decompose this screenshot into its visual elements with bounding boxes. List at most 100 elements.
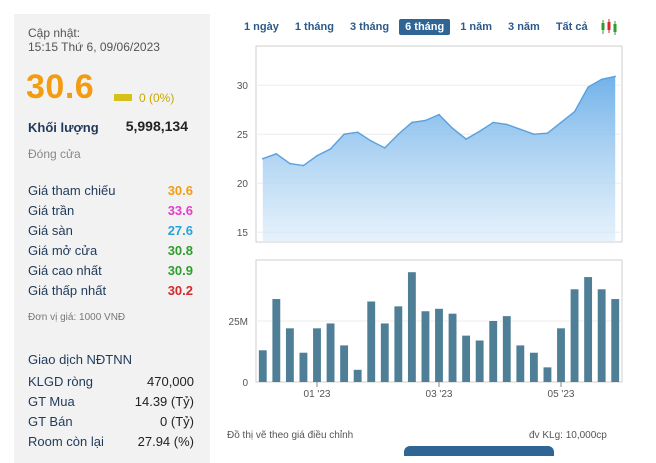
price-point: [397, 133, 400, 135]
tab-1-day[interactable]: 1 ngày: [244, 21, 279, 33]
volume-bar: [340, 345, 349, 382]
price-point: [356, 131, 359, 134]
volume-bar: [462, 335, 471, 382]
price-point: [316, 154, 318, 157]
price-row-reference: Giá tham chiếu 30.6: [28, 180, 193, 200]
volume-bar: [326, 323, 335, 382]
price-row-label: Giá sàn: [28, 222, 73, 238]
price-point: [275, 153, 278, 155]
foreign-row-value: 27.94 (%): [137, 433, 194, 449]
volume-bar: [516, 345, 525, 382]
price-point: [438, 113, 440, 116]
quote-panel: Cập nhật: 15:15 Thứ 6, 09/06/2023 30.6 0…: [14, 14, 210, 463]
foreign-row-label: KLGD ròng: [28, 373, 94, 389]
price-row-low: Giá thấp nhất 30.2: [28, 280, 193, 300]
range-tabs: 1 ngày 1 tháng 3 tháng 6 tháng 1 năm 3 n…: [238, 18, 618, 36]
volume-bar: [367, 301, 376, 382]
foreign-row-label: Room còn lại: [28, 433, 104, 449]
price-point: [533, 133, 535, 135]
market-status: Đóng cửa: [28, 147, 81, 161]
price-point: [600, 78, 603, 81]
volume-bar: [407, 272, 416, 382]
foreign-row-value: 470,000: [147, 373, 194, 389]
price-point: [261, 157, 264, 160]
foreign-row-buy-value: GT Mua 14.39 (Tỷ): [28, 391, 194, 411]
price-list: Giá tham chiếu 30.6 Giá trần 33.6 Giá sà…: [28, 180, 193, 300]
price-area: [262, 76, 616, 242]
candlestick-icon[interactable]: [600, 19, 618, 35]
x-tick-label: 05 '23: [548, 389, 575, 398]
price-tick-label: 20: [237, 179, 249, 190]
volume-bar: [557, 328, 565, 382]
price-point: [370, 140, 373, 142]
price-row-value: 30.9: [167, 262, 193, 278]
tab-1-year[interactable]: 1 năm: [460, 21, 493, 33]
price-tick-label: 15: [237, 228, 249, 239]
tab-3-months[interactable]: 3 tháng: [349, 21, 390, 33]
price-point: [560, 121, 562, 124]
price-point: [614, 75, 617, 78]
price-point: [478, 130, 481, 133]
volume-bar: [529, 352, 538, 382]
price-row-floor: Giá sàn 27.6: [28, 220, 193, 240]
price-point: [329, 148, 332, 150]
price-row-label: Giá tham chiếu: [28, 182, 116, 198]
adjusted-price-note: Đồ thị vẽ theo giá điều chỉnh: [227, 430, 354, 441]
price-point: [383, 147, 386, 149]
volume-bar: [448, 313, 457, 382]
scroll-handle[interactable]: [404, 446, 554, 456]
tab-6-months[interactable]: 6 tháng: [399, 19, 451, 35]
no-change-icon: [114, 94, 132, 101]
foreign-trading-title: Giao dịch NĐTNN: [28, 352, 133, 367]
price-tick-label: 30: [237, 81, 249, 92]
price-point: [343, 133, 345, 135]
x-tick-label: 01 '23: [304, 389, 331, 398]
volume-unit-note: đv KLg: 10,000cp: [529, 430, 607, 441]
volume-bar: [313, 328, 321, 382]
volume-bar: [394, 306, 403, 382]
volume-bar: [475, 340, 484, 382]
volume-panel: 0 25M: [229, 259, 623, 389]
price-row-label: Giá mở cửa: [28, 242, 98, 258]
volume-bar: [584, 277, 593, 382]
tab-all[interactable]: Tất cả: [555, 21, 588, 33]
price-point: [424, 119, 427, 122]
volume-bar: [543, 367, 552, 382]
volume-tick-label: 0: [242, 378, 248, 389]
price-tick-label: 25: [237, 130, 249, 141]
volume-bar: [489, 321, 498, 382]
price-row-label: Giá cao nhất: [28, 262, 102, 278]
price-row-open: Giá mở cửa 30.8: [28, 240, 193, 260]
price-point: [302, 164, 305, 167]
price-point: [451, 127, 454, 130]
price-volume-chart: 15 20 25 30 0 25M 01 '23 03 '23 05 '23: [229, 45, 623, 398]
price-point: [289, 162, 291, 165]
price-row-value: 27.6: [167, 222, 193, 238]
tab-3-years[interactable]: 3 năm: [508, 21, 540, 33]
foreign-row-value: 14.39 (Tỷ): [134, 393, 194, 409]
price-point: [573, 110, 576, 113]
volume-value: 5,998,134: [125, 118, 188, 134]
price-point: [465, 138, 467, 140]
update-time: 15:15 Thứ 6, 09/06/2023: [28, 40, 160, 54]
price-point: [492, 121, 495, 124]
price-panel: 15 20 25 30: [237, 45, 623, 243]
foreign-row-sell-value: GT Bán 0 (Tỷ): [28, 411, 194, 431]
foreign-row-label: GT Bán: [28, 413, 73, 429]
volume-tick-label: 25M: [229, 317, 248, 328]
foreign-trading-list: KLGD ròng 470,000 GT Mua 14.39 (Tỷ) GT B…: [28, 371, 194, 451]
volume-bar: [299, 352, 308, 382]
update-label: Cập nhật:: [28, 26, 81, 40]
price-row-value: 30.8: [167, 242, 193, 258]
volume-bar: [380, 323, 389, 382]
current-price: 30.6: [26, 68, 95, 106]
foreign-row-room-left: Room còn lại 27.94 (%): [28, 431, 194, 451]
price-point: [519, 128, 522, 131]
price-row-ceiling: Giá trần 33.6: [28, 200, 193, 220]
x-axis: 01 '23 03 '23 05 '23: [304, 382, 575, 398]
price-row-label: Giá thấp nhất: [28, 282, 107, 298]
price-point: [546, 132, 549, 135]
tab-1-month[interactable]: 1 tháng: [294, 21, 334, 33]
price-point: [505, 123, 508, 126]
